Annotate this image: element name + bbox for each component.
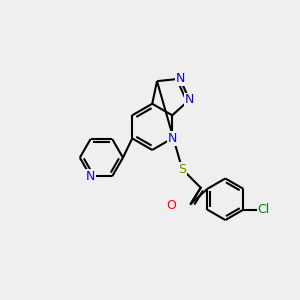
Text: N: N bbox=[86, 170, 95, 183]
Text: N: N bbox=[175, 72, 185, 85]
Text: N: N bbox=[167, 132, 177, 145]
Text: O: O bbox=[166, 199, 175, 212]
Text: N: N bbox=[185, 93, 194, 106]
Text: S: S bbox=[178, 163, 186, 176]
Text: Cl: Cl bbox=[257, 203, 269, 216]
